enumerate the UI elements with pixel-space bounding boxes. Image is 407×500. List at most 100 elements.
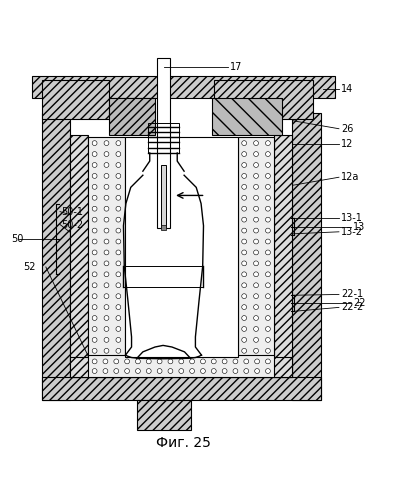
Circle shape [116,239,121,244]
Circle shape [265,338,270,342]
Circle shape [242,162,247,168]
Text: 50-2: 50-2 [61,220,83,230]
Circle shape [211,368,216,374]
Bar [161,165,166,228]
Circle shape [125,359,129,364]
Circle shape [265,326,270,332]
Circle shape [265,217,270,222]
Text: 17: 17 [230,62,242,72]
Circle shape [104,140,109,145]
Circle shape [92,162,97,168]
Bar [274,135,292,378]
Circle shape [222,368,227,374]
Circle shape [104,304,109,310]
Circle shape [116,228,121,233]
Circle shape [265,294,270,298]
Circle shape [242,261,247,266]
Circle shape [265,316,270,320]
Circle shape [92,228,97,233]
Circle shape [104,294,109,298]
Bar [88,137,125,357]
Text: 50-1: 50-1 [61,206,83,216]
Circle shape [242,348,247,353]
Circle shape [92,348,97,353]
Circle shape [116,162,121,168]
Circle shape [254,162,258,168]
Circle shape [255,368,260,374]
Circle shape [265,304,270,310]
Circle shape [92,316,97,320]
Circle shape [254,184,258,190]
Circle shape [92,250,97,255]
Circle shape [265,228,270,233]
Bar [238,137,274,357]
Circle shape [242,184,247,190]
Circle shape [116,338,121,342]
Circle shape [116,184,121,190]
Text: 12a: 12a [341,172,359,182]
Circle shape [233,359,238,364]
Circle shape [242,294,247,298]
Circle shape [211,359,216,364]
Bar [157,58,170,228]
Bar [137,400,191,430]
Circle shape [104,174,109,178]
Circle shape [92,368,97,374]
Circle shape [104,217,109,222]
Circle shape [265,140,270,145]
Circle shape [265,206,270,211]
Circle shape [254,272,258,276]
Text: 22-1: 22-1 [341,290,363,300]
Circle shape [265,184,270,190]
Circle shape [92,326,97,332]
Circle shape [265,261,270,266]
Circle shape [116,348,121,353]
Circle shape [116,316,121,320]
Bar [109,98,155,135]
Circle shape [92,283,97,288]
Circle shape [92,174,97,178]
Circle shape [254,174,258,178]
Circle shape [92,140,97,145]
Circle shape [104,250,109,255]
Circle shape [242,152,247,156]
Circle shape [92,184,97,190]
Circle shape [242,174,247,178]
Circle shape [104,316,109,320]
Circle shape [233,368,238,374]
Text: 13-1: 13-1 [341,214,363,224]
Bar [162,225,166,230]
Circle shape [92,294,97,298]
Circle shape [92,338,97,342]
Circle shape [265,368,270,374]
Circle shape [190,368,195,374]
Circle shape [242,338,247,342]
Circle shape [255,359,260,364]
Circle shape [136,359,140,364]
Circle shape [104,228,109,233]
Circle shape [254,250,258,255]
Circle shape [242,316,247,320]
Circle shape [104,206,109,211]
Bar [70,135,88,378]
Circle shape [104,348,109,353]
Circle shape [92,217,97,222]
Circle shape [92,206,97,211]
Circle shape [242,283,247,288]
Circle shape [104,152,109,156]
Bar [148,122,179,153]
Circle shape [254,283,258,288]
Circle shape [265,272,270,276]
Text: 14: 14 [341,84,353,94]
Bar [214,80,313,118]
Circle shape [168,359,173,364]
Circle shape [136,368,140,374]
Circle shape [92,272,97,276]
Circle shape [254,261,258,266]
Circle shape [104,239,109,244]
Circle shape [265,359,270,364]
Circle shape [254,217,258,222]
Text: 22-2: 22-2 [341,302,363,312]
Circle shape [116,217,121,222]
Circle shape [265,196,270,200]
